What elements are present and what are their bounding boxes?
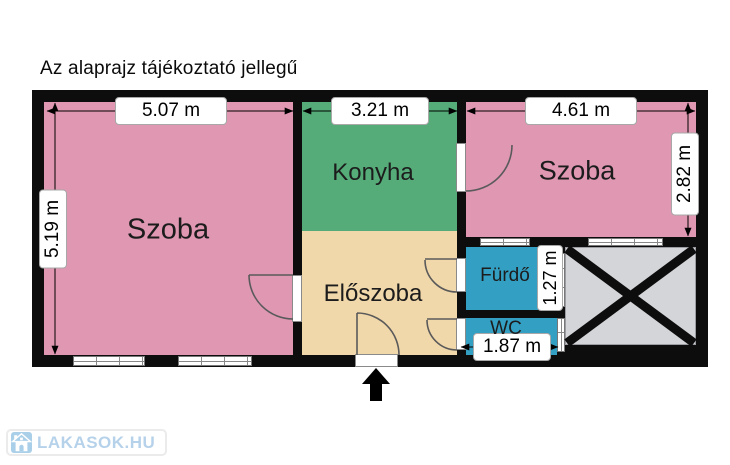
door-szoba-right bbox=[456, 143, 466, 192]
lakasok-logo: LAKASOK.HU bbox=[6, 429, 167, 456]
room-label-szoba-left: Szoba bbox=[126, 213, 210, 246]
entrance-arrow-shaft bbox=[370, 383, 382, 401]
shaft-x-mark bbox=[564, 245, 697, 347]
window-szoba-left-1 bbox=[73, 356, 145, 366]
door-arc-szoba-right bbox=[465, 144, 513, 192]
room-szoba-left bbox=[44, 102, 293, 355]
logo-text: LAKASOK.HU bbox=[37, 433, 156, 452]
door-arc-furdo bbox=[424, 258, 458, 293]
window-furdo-top bbox=[480, 238, 530, 246]
room-label-furdo: Fürdő bbox=[480, 265, 530, 286]
dim-label-szoba-left-height: 5.19 m bbox=[39, 189, 67, 269]
door-arc-entry bbox=[356, 312, 400, 356]
room-label-konyha: Konyha bbox=[332, 159, 414, 186]
entrance-arrow-icon bbox=[362, 368, 390, 384]
window-shaft-left-2 bbox=[557, 318, 565, 352]
room-furdo bbox=[466, 247, 538, 310]
door-entry bbox=[355, 354, 398, 367]
dim-label-wc-width: 1.87 m bbox=[473, 333, 551, 361]
door-arc-wc bbox=[426, 318, 458, 351]
door-furdo bbox=[456, 258, 466, 292]
room-label-wc: WC bbox=[490, 318, 522, 339]
window-szoba-left-2 bbox=[178, 356, 252, 366]
dim-label-konyha-width: 3.21 m bbox=[331, 97, 429, 125]
window-shaft-top bbox=[588, 238, 663, 246]
house-icon bbox=[11, 432, 32, 453]
floor-plan: 5.07 m 3.21 m 4.61 m 5.19 m 2.82 m 1.27 … bbox=[32, 90, 708, 367]
dim-label-szoba-right-height: 2.82 m bbox=[671, 132, 699, 216]
door-szoba-left bbox=[292, 275, 302, 322]
room-label-eloszoba: Előszoba bbox=[323, 280, 423, 307]
room-label-szoba-right: Szoba bbox=[538, 155, 616, 186]
dim-label-szoba-left-width: 5.07 m bbox=[115, 97, 227, 125]
plan-disclaimer-text: Az alaprajz tájékoztató jellegű bbox=[40, 58, 298, 79]
dim-label-szoba-right-width: 4.61 m bbox=[525, 97, 637, 125]
dim-label-furdo-height: 1.27 m bbox=[537, 245, 563, 311]
door-arc-szoba-left bbox=[248, 274, 294, 320]
